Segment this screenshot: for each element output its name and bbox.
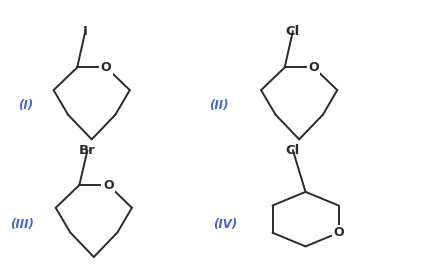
Text: O: O — [103, 179, 114, 192]
Text: O: O — [308, 61, 319, 74]
Text: O: O — [101, 61, 112, 74]
Text: Cl: Cl — [286, 25, 300, 38]
Text: Cl: Cl — [286, 144, 300, 157]
Text: (III): (III) — [10, 218, 34, 231]
Text: O: O — [333, 226, 344, 239]
Text: (IV): (IV) — [213, 218, 237, 231]
Text: (II): (II) — [209, 99, 229, 112]
Text: Br: Br — [79, 144, 96, 157]
Text: (I): (I) — [18, 99, 33, 112]
Text: I: I — [83, 25, 88, 38]
